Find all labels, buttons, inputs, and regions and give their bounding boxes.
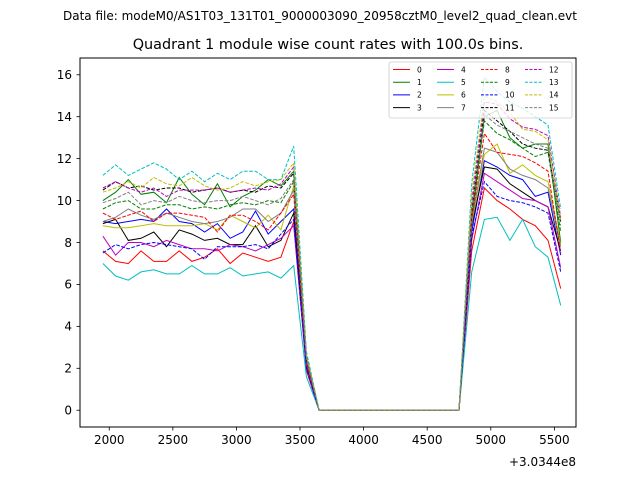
y-tick-label: 12: [57, 152, 72, 166]
legend-box: [388, 61, 573, 119]
y-tick-label: 2: [64, 362, 72, 376]
legend-label-0: 0: [417, 65, 422, 74]
y-tick-label: 6: [64, 278, 72, 292]
y-tick-label: 8: [64, 236, 72, 250]
legend-label-6: 6: [461, 91, 466, 100]
x-tick-label: 4500: [412, 433, 443, 447]
x-tick-label: 2000: [94, 433, 125, 447]
x-axis: 2000 2500 3000 3500 4000 4500 5000 5500: [94, 427, 570, 447]
y-axis: 0 2 4 6 8 10 12 14 16: [57, 68, 80, 418]
series-line-4: [102, 172, 562, 411]
legend-label-14: 14: [549, 91, 559, 100]
plot-lines: [102, 75, 562, 411]
x-tick-label: 5500: [539, 433, 570, 447]
legend-label-2: 2: [417, 91, 422, 100]
legend-label-13: 13: [549, 78, 559, 87]
legend-label-1: 1: [417, 78, 422, 87]
series-line-15: [102, 113, 562, 411]
legend-label-5: 5: [461, 78, 466, 87]
y-tick-label: 14: [57, 110, 72, 124]
x-tick-label: 4000: [348, 433, 379, 447]
series-line-6: [102, 143, 562, 411]
series-line-10: [102, 180, 562, 411]
chart-suptitle: Data file: modeM0/AS1T03_131T01_90000030…: [63, 9, 577, 23]
legend-label-12: 12: [549, 65, 559, 74]
series-line-14: [102, 94, 562, 411]
x-tick-label: 3500: [285, 433, 316, 447]
x-tick-label: 5000: [476, 433, 507, 447]
x-tick-label: 3000: [221, 433, 252, 447]
series-line-11: [102, 109, 562, 411]
series-line-5: [102, 216, 562, 411]
series-line-2: [102, 159, 562, 411]
legend-label-10: 10: [505, 91, 515, 100]
series-line-8: [102, 132, 562, 411]
legend-label-15: 15: [549, 103, 559, 112]
legend-label-7: 7: [461, 103, 466, 112]
series-line-0: [102, 186, 562, 411]
series-line-13: [102, 75, 562, 411]
y-tick-label: 4: [64, 320, 72, 334]
x-offset-label: +3.0344e8: [509, 455, 576, 469]
series-line-3: [102, 166, 562, 411]
legend-label-4: 4: [461, 65, 466, 74]
y-tick-label: 0: [64, 404, 72, 418]
chart-title: Quadrant 1 module wise count rates with …: [133, 37, 524, 53]
legend-label-8: 8: [505, 65, 510, 74]
x-tick-label: 2500: [158, 433, 189, 447]
legend-label-11: 11: [505, 103, 515, 112]
y-tick-label: 16: [57, 68, 72, 82]
y-tick-label: 10: [57, 194, 72, 208]
series-line-1: [102, 109, 562, 411]
legend-label-3: 3: [417, 103, 422, 112]
series-line-7: [102, 147, 562, 411]
legend-label-9: 9: [505, 78, 510, 87]
